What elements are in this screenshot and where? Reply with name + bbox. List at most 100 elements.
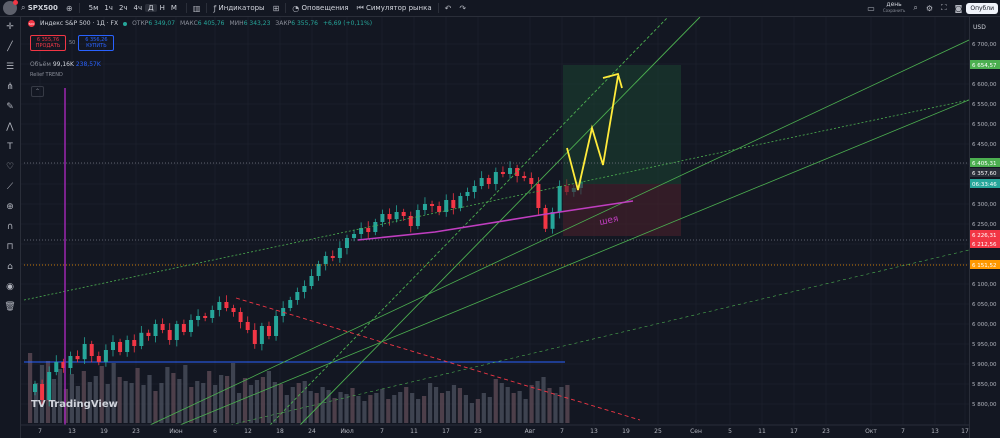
volume-legend[interactable]: Объём 99,16K 238,57K: [30, 61, 101, 68]
timeframe-1[interactable]: 5м: [88, 4, 99, 12]
volume-bar: [547, 388, 552, 423]
ruler-icon[interactable]: ⟋: [6, 182, 14, 192]
layout-button[interactable]: ▭: [863, 0, 879, 16]
volume-bar: [254, 380, 260, 423]
volume-bar: [505, 387, 510, 423]
lock-drawings-icon[interactable]: ⌂: [7, 262, 13, 272]
indicators-button[interactable]: ƒ Индикаторы: [213, 3, 265, 13]
symbol-flag-icon: 500: [28, 20, 35, 27]
indicators-icon: ƒ: [213, 3, 217, 13]
volume-bar: [410, 393, 415, 423]
trash-icon[interactable]: 🗑: [4, 302, 16, 312]
volume-bar: [499, 383, 504, 423]
magnet-icon[interactable]: ∩: [6, 222, 14, 232]
quick-search-button[interactable]: ⌕: [909, 0, 921, 16]
price-label: 6 654,57: [972, 63, 997, 69]
volume-bar: [272, 382, 277, 423]
price-label: 6 357,60: [972, 171, 997, 177]
volume-bar: [165, 367, 170, 423]
undo-button[interactable]: ↶: [441, 0, 456, 16]
crosshair-icon[interactable]: ✛: [6, 22, 14, 32]
volume-bar: [338, 392, 343, 423]
lock-icon[interactable]: ⊓: [6, 242, 14, 252]
collapse-legend-button[interactable]: ⌃: [31, 86, 44, 97]
replay-icon: ⏮: [356, 3, 364, 12]
symbol-title[interactable]: Индекс S&P 500 · 1Д · FX: [40, 20, 119, 27]
symbol-search[interactable]: ⌕ SPX500: [21, 3, 58, 12]
compare-button[interactable]: ⊕: [62, 0, 77, 16]
currency-label: USD: [973, 24, 986, 31]
settings-button[interactable]: ⚙: [922, 0, 937, 16]
eye-icon[interactable]: ◉: [6, 282, 14, 292]
pattern-icon[interactable]: ⋀: [6, 122, 14, 132]
time-axis-label: 19: [100, 428, 108, 435]
volume-bar: [308, 391, 313, 423]
timeframe-5[interactable]: Д: [145, 4, 157, 12]
fullscreen-icon: ⛶: [940, 3, 947, 12]
templates-button[interactable]: ⊞: [269, 0, 284, 16]
candle: [224, 302, 229, 308]
volume-bar: [302, 381, 307, 423]
plus-circle-icon: ⊕: [65, 3, 73, 13]
price-tick: 6 250,00: [972, 222, 997, 228]
save-layout-button[interactable]: день Сохранить: [882, 1, 906, 14]
timeframe-4[interactable]: 4ч: [133, 4, 143, 12]
timeframe-3[interactable]: 2ч: [118, 4, 128, 12]
time-axis-label: 13: [68, 428, 76, 435]
horizontal-lines-icon[interactable]: ☰: [5, 62, 15, 72]
buy-button[interactable]: 6 356,26 КУПИТЬ: [78, 35, 115, 51]
time-axis-label: 5: [728, 428, 732, 435]
price-chart[interactable]: шея 7 13 19 23 Июн 6 12 18 24 Июл 7 11 17 23 Авг 7 13 19 25…: [21, 17, 969, 438]
heart-icon[interactable]: ♡: [5, 162, 15, 172]
volume-bar: [565, 385, 570, 423]
candle: [366, 228, 371, 232]
redo-button[interactable]: ↷: [455, 0, 470, 16]
volume-bar: [99, 366, 104, 423]
price-tick: 5 850,00: [972, 382, 997, 388]
trend-line-icon[interactable]: ╱: [7, 42, 13, 52]
time-axis-label: 23: [822, 428, 830, 435]
price-tick: 5 950,00: [972, 342, 997, 348]
timeframe-6[interactable]: Н: [159, 4, 165, 12]
brush-icon[interactable]: ✎: [6, 102, 14, 112]
timeframe-7[interactable]: М: [170, 4, 177, 12]
volume-bar: [159, 383, 164, 423]
volume-bar: [362, 401, 367, 423]
publish-button[interactable]: Опубли: [966, 2, 998, 14]
replay-button[interactable]: ⏮ Симулятор рынка: [356, 3, 432, 12]
volume-bar: [183, 365, 188, 423]
candle: [188, 320, 193, 332]
pitchfork-icon[interactable]: ⋔: [6, 82, 14, 92]
candle: [337, 248, 342, 258]
indicator-legend[interactable]: Relief TREND: [30, 72, 63, 78]
volume-bar: [457, 388, 463, 423]
volume-bar: [511, 393, 516, 423]
volume-bar: [475, 399, 480, 423]
candle: [408, 216, 413, 226]
zoom-icon[interactable]: ⊕: [6, 202, 14, 212]
market-status-icon: [123, 21, 128, 26]
stop-loss-zone: [563, 184, 681, 236]
chart-type-button[interactable]: ▥: [189, 0, 205, 16]
text-icon[interactable]: T: [7, 142, 13, 152]
candle: [252, 330, 257, 344]
undo-icon: ↶: [444, 3, 452, 13]
layout-icon: ▭: [867, 3, 875, 13]
fullscreen-button[interactable]: ⛶: [937, 0, 951, 16]
volume-bar: [445, 391, 451, 423]
candle: [118, 342, 123, 352]
timeframe-2[interactable]: 1ч: [104, 4, 113, 12]
candle: [500, 172, 505, 174]
price-label-box: [969, 60, 1000, 69]
snapshot-button[interactable]: ◙: [951, 0, 967, 16]
volume-bar: [404, 387, 409, 423]
candle: [160, 324, 165, 330]
spread-value: 50: [69, 40, 76, 46]
sell-button[interactable]: 6 355,76 ПРОДАТЬ: [30, 35, 66, 51]
alerts-button[interactable]: ◔ Оповещения: [292, 3, 349, 13]
avatar[interactable]: [3, 0, 18, 15]
time-axis-label: Сен: [690, 428, 702, 435]
candle: [47, 372, 52, 400]
candle: [515, 168, 520, 176]
